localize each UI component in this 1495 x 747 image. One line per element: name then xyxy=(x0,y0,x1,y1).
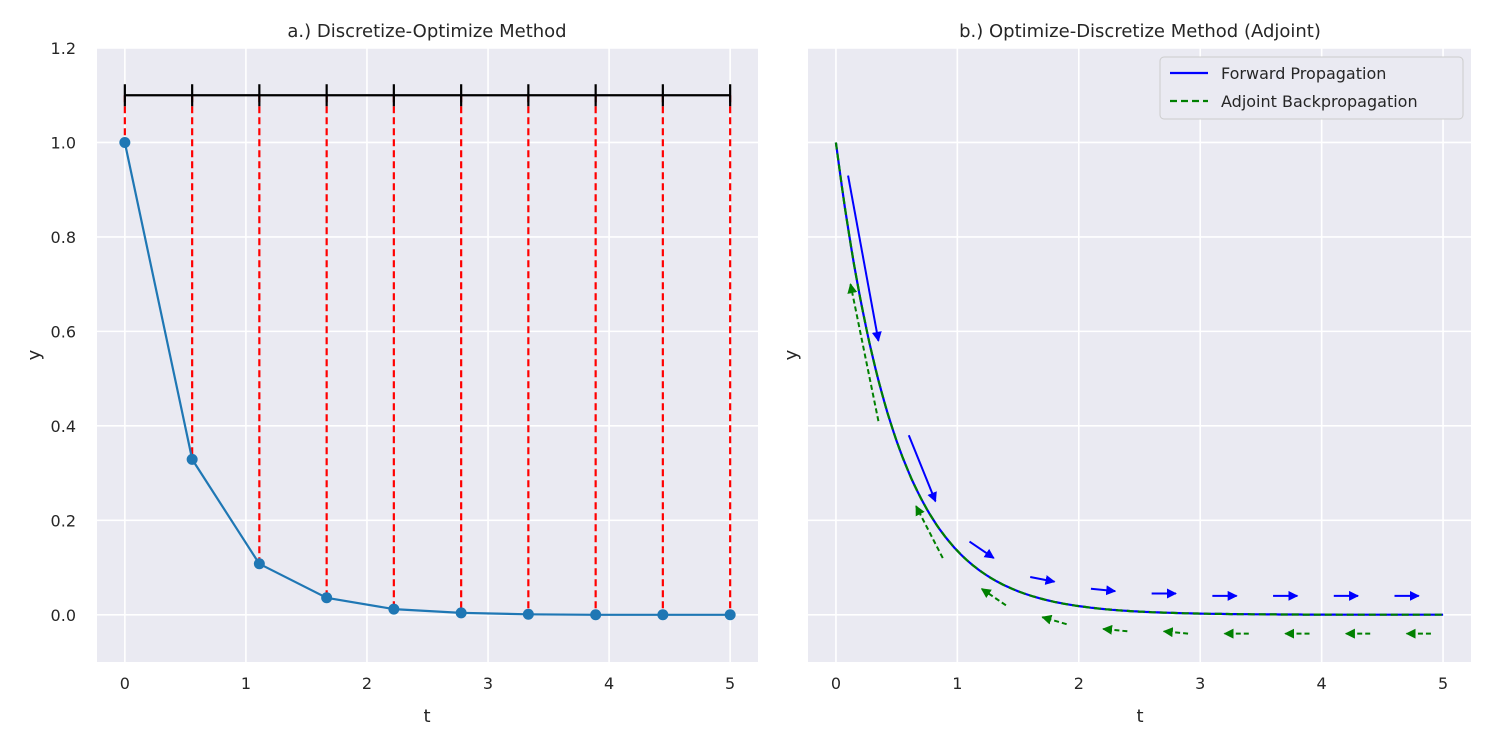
panel-b-xtick-label: 0 xyxy=(831,674,841,693)
adjoint-backpropagation-line xyxy=(834,142,1444,616)
solution-point xyxy=(455,607,467,619)
solution-point xyxy=(186,453,198,465)
solution-point xyxy=(253,558,265,570)
panel-a-xtick-label: 0 xyxy=(120,674,130,693)
forward-arrow xyxy=(847,175,882,342)
panel-a-xtick-label: 4 xyxy=(604,674,614,693)
panel-a-ytick-label: 0.4 xyxy=(51,417,76,436)
panel-a-plot-area xyxy=(97,48,758,662)
panel-a: 0 1 2 3 4 5 0.0 0.2 0.4 0.6 0.8 1.0 1.2 a.) Discreti… xyxy=(24,21,758,727)
panel-b-ticks: 0 1 2 3 4 5 xyxy=(831,674,1448,693)
panel-a-ytick-label: 0.8 xyxy=(51,228,76,247)
panel-a-ytick-label: 0.0 xyxy=(51,606,76,625)
solution-point xyxy=(590,609,602,621)
panel-a-ticks: 0 1 2 3 4 5 0.0 0.2 0.4 0.6 0.8 1.0 1.2 xyxy=(51,39,736,693)
panel-a-ylabel: y xyxy=(24,349,45,360)
forward-arrow xyxy=(907,434,937,503)
adjoint-arrow xyxy=(980,587,1007,607)
legend-forward-label: Forward Propagation xyxy=(1221,64,1386,83)
forward-arrow xyxy=(1090,585,1117,596)
panel-b-xtick-label: 3 xyxy=(1195,674,1205,693)
panel-a-ytick-label: 0.6 xyxy=(51,322,76,341)
panel-a-xtick-label: 1 xyxy=(241,674,251,693)
panel-a-xtick-label: 5 xyxy=(725,674,735,693)
solution-point xyxy=(321,592,333,604)
panel-b-xtick-label: 5 xyxy=(1438,674,1448,693)
panel-b-ylabel: y xyxy=(781,349,802,360)
solution-point xyxy=(522,608,534,620)
panel-a-title: a.) Discretize-Optimize Method xyxy=(287,21,566,42)
panel-a-marks xyxy=(119,84,736,621)
solution-point xyxy=(724,609,736,621)
legend: Forward Propagation Adjoint Backpropagat… xyxy=(1159,56,1464,120)
adjoint-arrow xyxy=(847,283,880,422)
panel-a-xlabel: t xyxy=(423,706,430,727)
legend-box xyxy=(1159,56,1464,120)
adjoint-arrow xyxy=(1041,614,1067,626)
panel-a-xtick-label: 3 xyxy=(483,674,493,693)
forward-arrow xyxy=(968,540,995,559)
panel-b-plot-area xyxy=(808,48,1471,662)
solution-line xyxy=(123,142,731,616)
adjoint-arrow xyxy=(915,505,944,559)
legend-adjoint-label: Adjoint Backpropagation xyxy=(1221,92,1418,111)
panel-b-marks xyxy=(834,142,1444,639)
panel-b: 0 1 2 3 4 5 b.) Optimize-Discretize Method (A… xyxy=(781,21,1471,727)
adjoint-arrow xyxy=(1102,624,1128,635)
panel-b-title: b.) Optimize-Discretize Method (Adjoint) xyxy=(959,21,1321,42)
panel-b-xtick-label: 4 xyxy=(1317,674,1327,693)
panel-a-xtick-label: 2 xyxy=(362,674,372,693)
forward-arrow xyxy=(1030,575,1056,585)
panel-a-ytick-label: 1.2 xyxy=(51,39,76,58)
solution-point xyxy=(657,609,669,621)
solution-point xyxy=(388,603,400,615)
panel-b-xtick-label: 2 xyxy=(1074,674,1084,693)
panel-b-xlabel: t xyxy=(1136,706,1143,727)
panel-b-xtick-label: 1 xyxy=(952,674,962,693)
panel-a-ytick-label: 0.2 xyxy=(51,511,76,530)
panel-b-grid xyxy=(808,47,1471,662)
panel-a-ytick-label: 1.0 xyxy=(51,133,76,152)
adjoint-arrow xyxy=(1162,627,1189,638)
solution-point xyxy=(119,136,131,148)
